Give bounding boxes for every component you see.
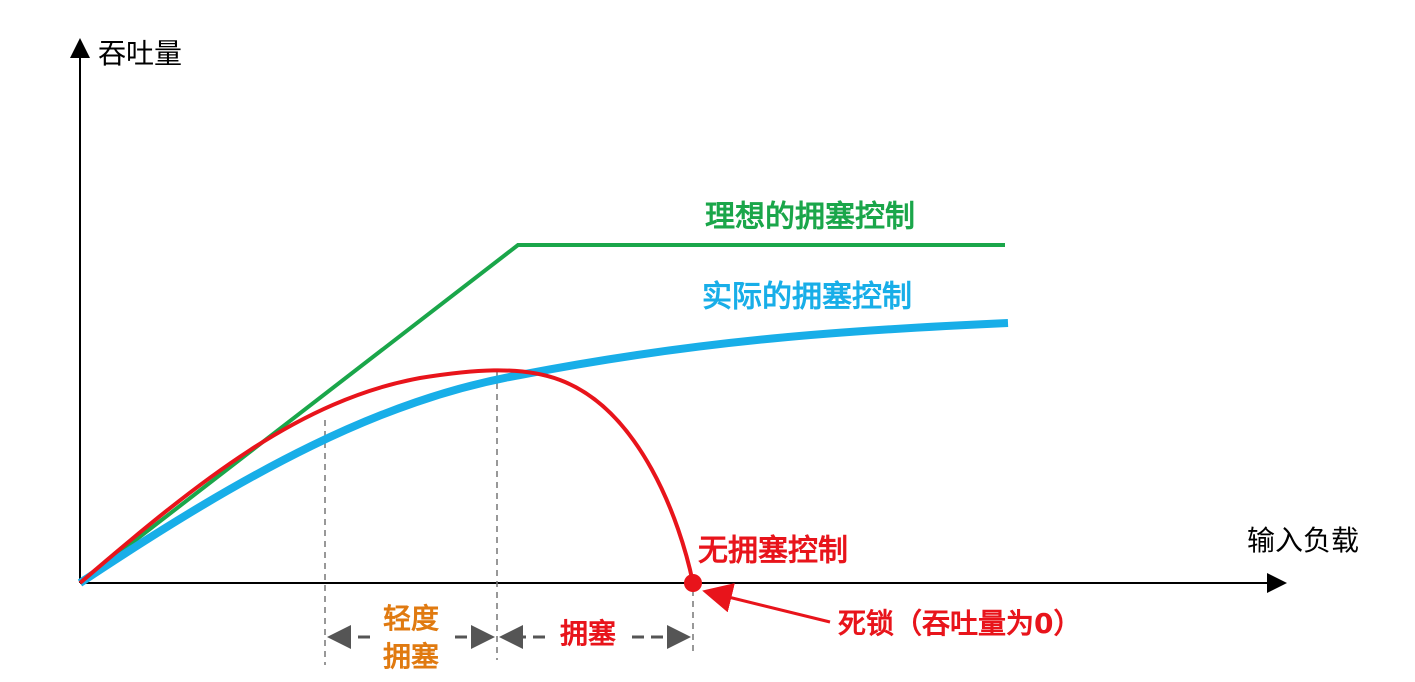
actual-curve	[77, 319, 1009, 587]
region-label: 拥塞	[560, 617, 616, 650]
region-label: 拥塞	[383, 640, 439, 673]
actual-label: 实际的拥塞控制	[702, 280, 912, 315]
deadlock-point	[684, 574, 702, 592]
guides	[324, 372, 694, 665]
y-axis-label: 吞吐量	[98, 37, 182, 70]
x-axis-label: 输入负载	[1247, 524, 1359, 557]
no-control-label: 无拥塞控制	[698, 534, 848, 569]
ideal-label: 理想的拥塞控制	[705, 200, 915, 235]
ideal-curve	[78, 243, 1005, 585]
region-label: 轻度	[383, 602, 439, 635]
no-control-curve	[78, 368, 695, 585]
annotation: 死锁（吞吐量为0）	[838, 607, 1081, 640]
annotation-arrow	[702, 583, 831, 624]
